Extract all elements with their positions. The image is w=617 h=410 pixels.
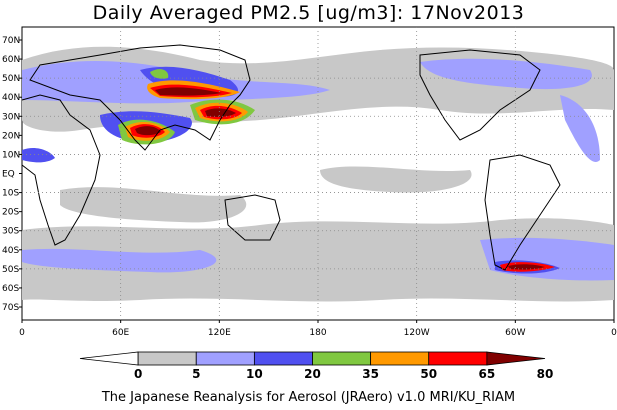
lat-label: 70N: [2, 36, 20, 46]
blue-north-2: [420, 58, 592, 90]
colorbar-segment: [253, 351, 313, 366]
lat-label: 60N: [2, 55, 20, 65]
longitude-labels: 0 60E 120E 180 120W 60W 0: [19, 320, 617, 338]
grey-patch-pac: [320, 166, 472, 193]
eurasia-coast: [29, 44, 251, 151]
lat-label: 30S: [2, 227, 19, 237]
colorbar-segment: [79, 351, 139, 366]
latitude-labels: 70N 60N 50N 40N 30N 20N 10N EQ 10S 20S 30S 40S 50S 60…: [2, 36, 22, 313]
colorbar-segment: [137, 351, 197, 366]
colorbar-segment: [312, 351, 372, 366]
lat-label: 40N: [2, 93, 20, 103]
colorbar-level-label: 35: [362, 367, 379, 381]
graticule: [22, 27, 614, 320]
grey-patch-io: [60, 187, 247, 223]
lon-label: 0: [19, 328, 25, 338]
colorbar-segment: [428, 351, 488, 366]
colorbar-segment: [195, 351, 255, 366]
blue-dark-africa: [22, 147, 55, 163]
lat-label: 10N: [2, 150, 20, 160]
south-america-coast: [484, 154, 561, 271]
colorbar-level-label: 0: [134, 367, 142, 381]
colorbar-level-label: 65: [479, 367, 496, 381]
colorbar: 0 5 10 20 35 50 65 80: [79, 351, 554, 381]
darkred-sa: [508, 264, 545, 270]
pm25-shading: [22, 46, 614, 302]
lon-label: 60W: [505, 328, 525, 338]
colorbar-segment: [486, 351, 546, 366]
lat-label: 20S: [2, 208, 19, 218]
colorbar-level-label: 5: [192, 367, 200, 381]
lon-label: 0: [611, 328, 617, 338]
blue-atlantic: [560, 95, 600, 162]
colorbar-segment: [370, 351, 430, 366]
darkred-india: [135, 126, 161, 136]
lat-label: 50S: [2, 265, 19, 275]
colorbar-level-label: 80: [537, 367, 554, 381]
lat-label: 20N: [2, 131, 20, 141]
lat-label: 50N: [2, 74, 20, 84]
blue-south-1: [22, 248, 217, 273]
australia-coast: [224, 194, 281, 241]
lat-label: 30N: [2, 112, 20, 122]
footer-credit: The Japanese Reanalysis for Aerosol (JRA…: [101, 390, 516, 405]
lon-label: 120W: [404, 328, 430, 338]
darkred-china: [205, 108, 236, 117]
colorbar-level-label: 20: [304, 367, 321, 381]
lon-label: 60E: [112, 328, 129, 338]
lat-label: 40S: [2, 246, 19, 256]
north-america-coast: [419, 49, 541, 141]
lat-label: EQ: [2, 170, 15, 180]
lon-label: 180: [309, 328, 326, 338]
darkred-desert: [155, 87, 222, 96]
lat-label: 10S: [2, 189, 19, 199]
colorbar-level-label: 50: [420, 367, 437, 381]
map-title: Daily Averaged PM2.5 [ug/m3]: 17Nov2013: [92, 2, 525, 24]
africa-coast: [21, 94, 101, 246]
lat-label: 70S: [2, 303, 19, 313]
lat-label: 60S: [2, 284, 19, 294]
colorbar-level-label: 10: [246, 367, 263, 381]
green-north: [150, 69, 169, 79]
lon-label: 120E: [208, 328, 231, 338]
